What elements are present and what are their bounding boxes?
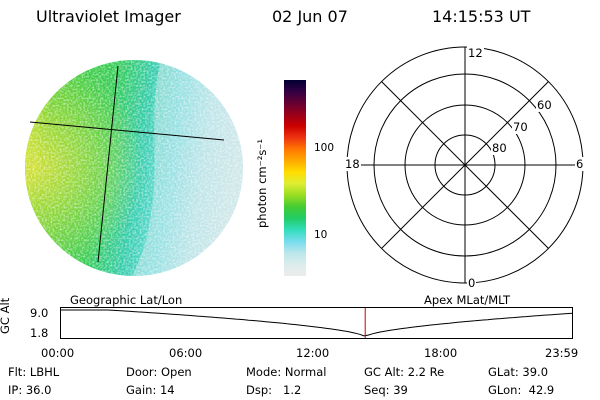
time-label: 14:15:53 UT bbox=[432, 7, 531, 26]
info-gain: Gain: 14 bbox=[126, 383, 175, 397]
timeline-ylabel: GC Alt bbox=[0, 297, 12, 334]
orbit-altitude-plot bbox=[60, 307, 574, 339]
apex-caption: Apex MLat/MLT bbox=[424, 293, 511, 307]
mlt-label-0: 0 bbox=[467, 276, 477, 290]
info-gc-alt: GC Alt: 2.2 Re bbox=[364, 365, 445, 379]
timeline-ytick-min: 1.8 bbox=[30, 326, 49, 340]
timeline-ytick-max: 9.0 bbox=[30, 306, 49, 320]
colorbar-unit-label: photon cm⁻²s⁻¹ bbox=[255, 139, 269, 228]
mlt-label-6: 6 bbox=[575, 157, 585, 171]
latitude-grid-line bbox=[29, 121, 225, 141]
timeline-xtick-0600: 06:00 bbox=[169, 346, 203, 360]
timeline-xtick-1800: 18:00 bbox=[424, 346, 458, 360]
timeline-xtick-1200: 12:00 bbox=[296, 346, 330, 360]
info-dsp: Dsp: 1.2 bbox=[246, 383, 302, 397]
date-label: 02 Jun 07 bbox=[272, 7, 348, 26]
info-glon: GLon: 42.9 bbox=[488, 383, 555, 397]
mlat-ring-70: 70 bbox=[512, 120, 529, 134]
info-ip: IP: 36.0 bbox=[8, 383, 52, 397]
colorbar-tick-100: 100 bbox=[314, 142, 335, 154]
info-glat: GLat: 39.0 bbox=[488, 365, 549, 379]
info-seq: Seq: 39 bbox=[364, 383, 408, 397]
auroral-image bbox=[25, 60, 243, 276]
info-flt: Flt: LBHL bbox=[8, 365, 60, 379]
mlat-ring-60: 60 bbox=[536, 98, 553, 112]
instrument-title: Ultraviolet Imager bbox=[36, 7, 181, 26]
colorbar-tick-10: 10 bbox=[314, 229, 328, 241]
timeline-xtick-2359: 23:59 bbox=[545, 346, 579, 360]
mlt-label-18: 18 bbox=[344, 157, 361, 171]
color-scale-bar bbox=[284, 80, 306, 276]
timeline-xtick-0000: 00:00 bbox=[41, 346, 75, 360]
longitude-grid-line bbox=[97, 65, 119, 263]
geographic-caption: Geographic Lat/Lon bbox=[70, 293, 183, 307]
info-mode: Mode: Normal bbox=[246, 365, 327, 379]
info-door: Door: Open bbox=[126, 365, 192, 379]
mlt-label-12: 12 bbox=[467, 46, 484, 60]
mlat-ring-80: 80 bbox=[491, 141, 508, 155]
orbit-altitude-curve bbox=[61, 309, 574, 337]
polar-grid-plot bbox=[346, 46, 584, 284]
